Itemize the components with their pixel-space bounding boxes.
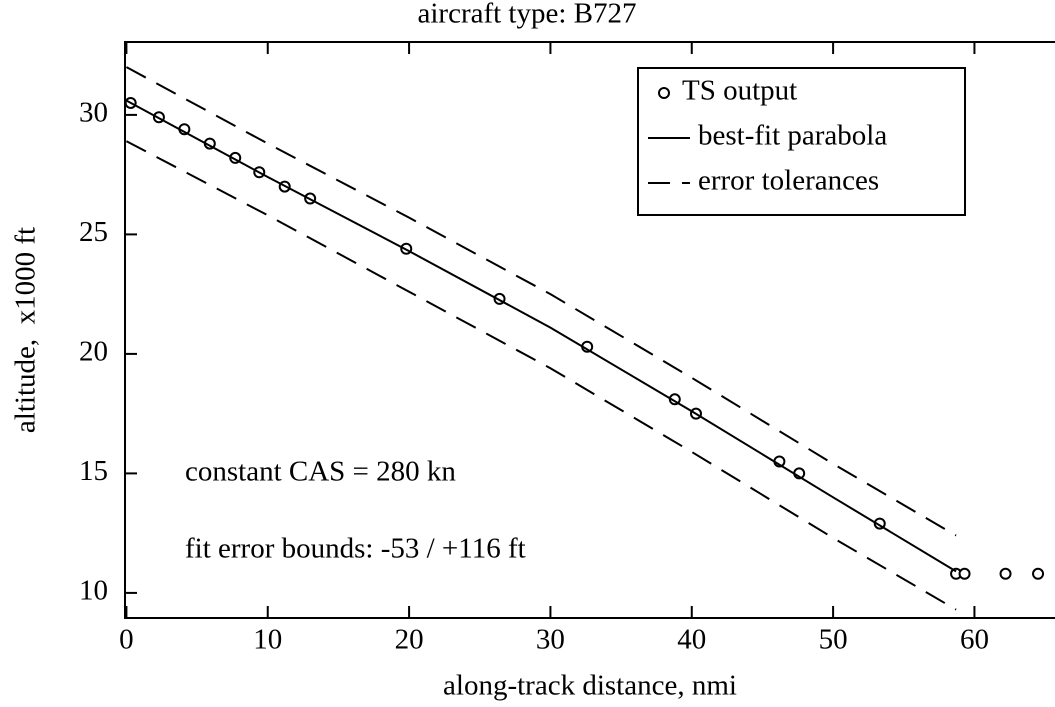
y-tick-label: 30 <box>79 97 108 129</box>
x-tick-label: 30 <box>536 624 565 656</box>
x-tick-label: 60 <box>960 624 989 656</box>
x-tick-label: 40 <box>677 624 706 656</box>
y-axis-label: altitude, x1000 ft <box>10 227 42 433</box>
x-tick-label: 10 <box>253 624 282 656</box>
y-tick-label: 10 <box>79 575 108 607</box>
data-point <box>999 567 1012 580</box>
data-point <box>958 567 971 580</box>
lower-tolerance <box>125 140 957 611</box>
fit-line <box>125 99 957 573</box>
chart-title: aircraft type: B727 <box>417 0 636 30</box>
legend-label: TS output <box>682 75 797 107</box>
annotation: constant CAS = 280 kn <box>185 456 456 488</box>
legend-box <box>637 67 966 216</box>
y-tick-label: 15 <box>79 455 108 487</box>
legend-label: error tolerances <box>698 165 879 197</box>
legend-marker <box>658 87 670 99</box>
annotation: fit error bounds: -53 / +116 ft <box>185 533 526 565</box>
x-tick-label: 50 <box>819 624 848 656</box>
x-tick-label: 0 <box>119 624 134 656</box>
plot-frame <box>124 41 1055 619</box>
y-tick-label: 25 <box>79 216 108 248</box>
legend-label: best-fit parabola <box>698 120 887 152</box>
data-point <box>1032 567 1045 580</box>
x-axis-label: along-track distance, nmi <box>443 670 737 702</box>
y-tick-label: 20 <box>79 336 108 368</box>
x-tick-label: 20 <box>395 624 424 656</box>
upper-tolerance <box>125 66 957 537</box>
